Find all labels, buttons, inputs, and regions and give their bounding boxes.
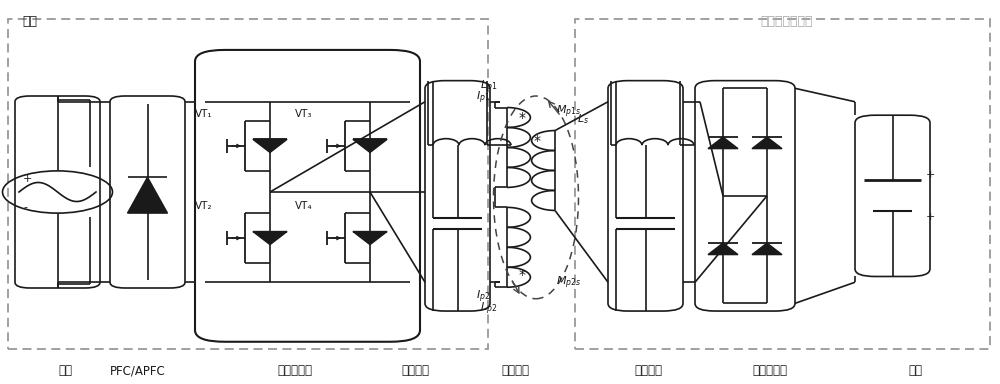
Text: 电网: 电网 — [58, 364, 72, 377]
Text: $L_{p2}$: $L_{p2}$ — [480, 300, 497, 316]
Text: 电池: 电池 — [908, 364, 922, 377]
Text: PFC/APFC: PFC/APFC — [110, 364, 166, 377]
Polygon shape — [353, 139, 387, 152]
Text: $I_{p2}$: $I_{p2}$ — [476, 289, 490, 305]
Bar — [8, 19, 488, 349]
Polygon shape — [128, 177, 167, 213]
Text: VT₄: VT₄ — [295, 201, 313, 211]
Polygon shape — [708, 137, 738, 149]
Polygon shape — [752, 137, 782, 149]
Text: *: * — [534, 134, 541, 148]
Text: $L_s$: $L_s$ — [577, 112, 589, 126]
Text: VT₁: VT₁ — [195, 109, 213, 119]
Polygon shape — [752, 243, 782, 255]
Polygon shape — [253, 139, 287, 152]
Text: 补偿拓扑: 补偿拓扑 — [634, 364, 662, 377]
Text: +: + — [23, 174, 32, 184]
Text: *: * — [519, 268, 526, 282]
Text: -: - — [23, 202, 27, 212]
Text: 高频逆变器: 高频逆变器 — [278, 364, 312, 377]
Polygon shape — [353, 232, 387, 245]
Polygon shape — [708, 243, 738, 255]
Text: 耦合机构: 耦合机构 — [501, 364, 529, 377]
Text: 地下: 地下 — [22, 15, 37, 28]
Text: 高频整流器: 高频整流器 — [753, 364, 788, 377]
Polygon shape — [253, 232, 287, 245]
Text: *: * — [519, 111, 526, 125]
Text: +: + — [926, 170, 935, 180]
Bar — [575, 19, 990, 349]
Text: VT₂: VT₂ — [195, 201, 212, 211]
Text: +: + — [926, 212, 935, 222]
Text: $M_{p2s}$: $M_{p2s}$ — [556, 274, 581, 291]
Text: $L_{p1}$: $L_{p1}$ — [480, 78, 497, 94]
Text: VT₃: VT₃ — [295, 109, 312, 119]
Text: 电动汽车车体内: 电动汽车车体内 — [760, 15, 812, 28]
Text: $I_{p1}$: $I_{p1}$ — [476, 90, 490, 106]
Text: 补偿拓扑: 补偿拓扑 — [401, 364, 429, 377]
Text: $M_{p1s}$: $M_{p1s}$ — [556, 104, 581, 121]
